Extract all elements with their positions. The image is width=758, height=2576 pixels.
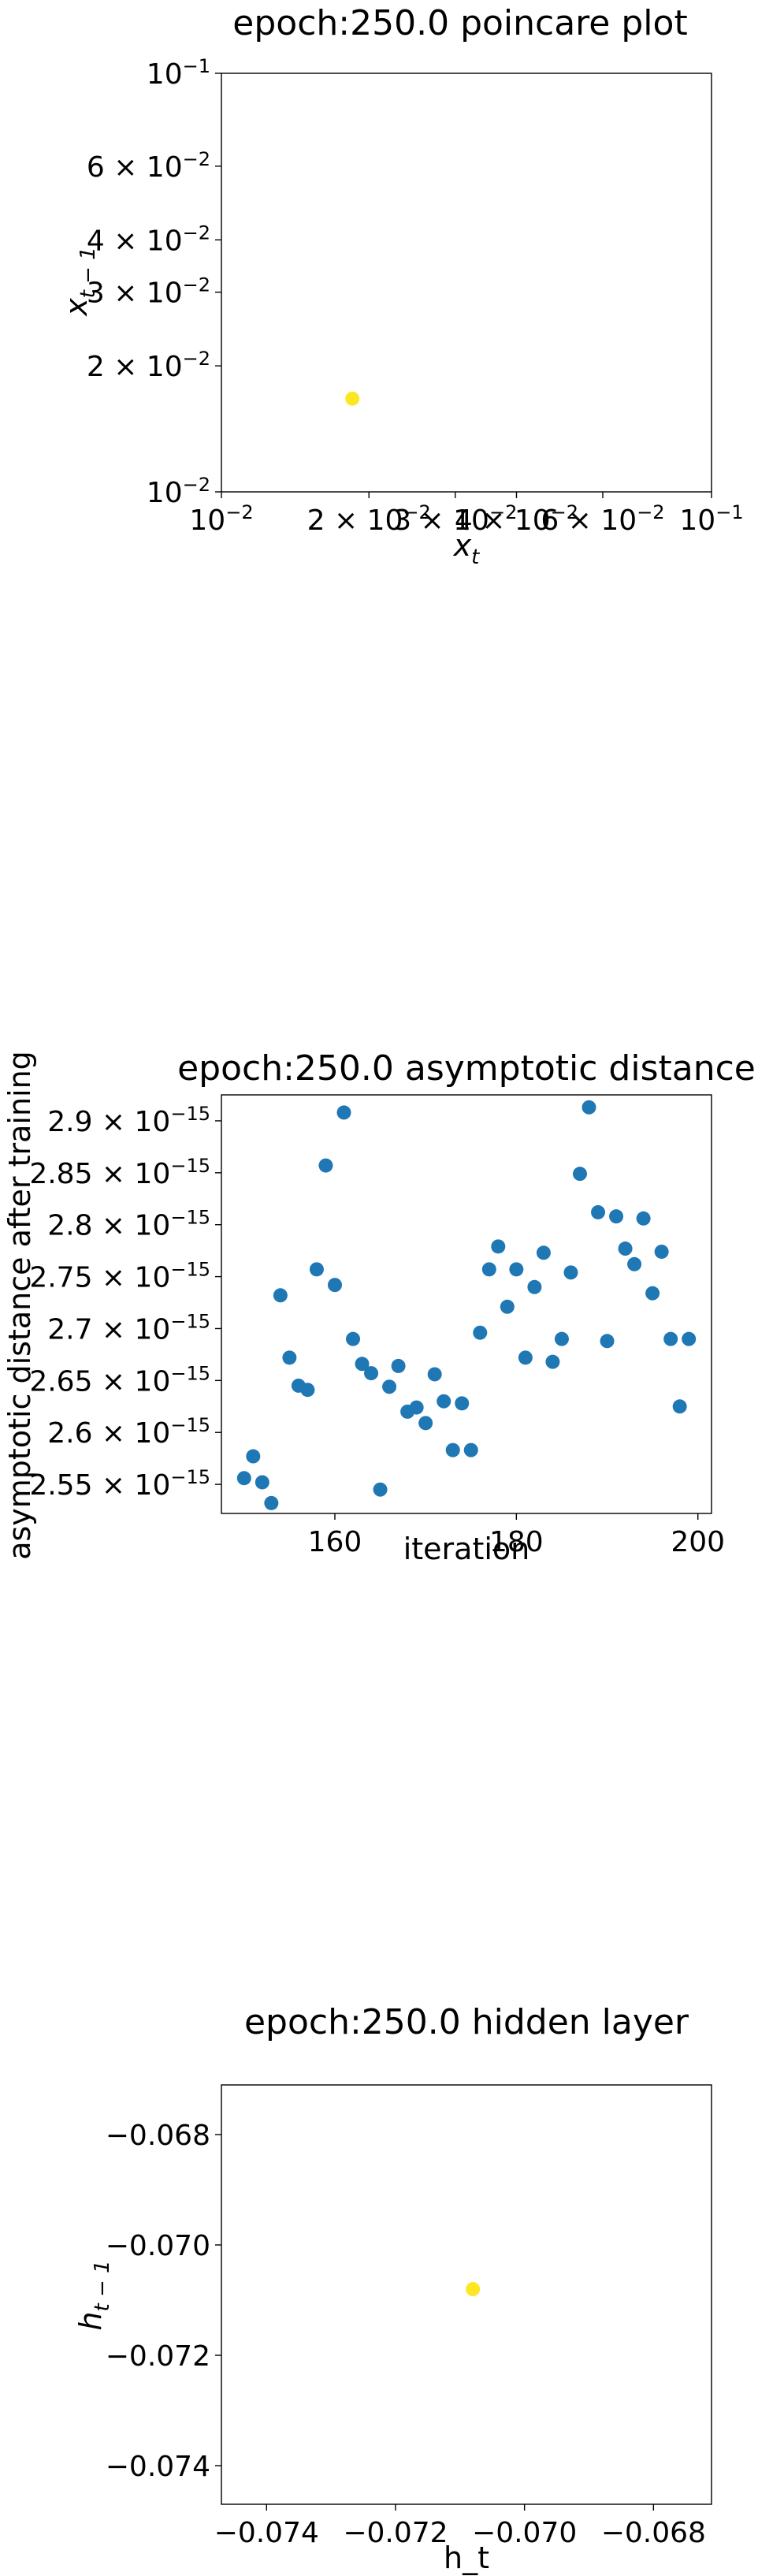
x-tick-label: 180 (489, 1526, 544, 1558)
scatter-point (572, 1167, 587, 1182)
scatter-point (236, 1471, 251, 1486)
y-tick-label: 2.6 × 10−15 (47, 1414, 210, 1450)
y-tick-label: 2 × 10−2 (87, 348, 210, 383)
scatter-point (318, 1158, 333, 1173)
scatter-point (600, 1334, 615, 1349)
poincare-plot-title: epoch:250.0 poincare plot (232, 3, 687, 43)
x-tick-label: −0.072 (343, 2517, 448, 2549)
scatter-point (682, 1331, 697, 1346)
scatter-point (563, 1265, 578, 1280)
asymptotic-distance-title: epoch:250.0 asymptotic distance (177, 1048, 756, 1089)
scatter-point (445, 1442, 460, 1457)
y-tick-label: 3 × 10−2 (87, 274, 210, 310)
scatter-point (336, 1105, 351, 1120)
hidden-layer-xlabel: h_t (444, 2541, 489, 2575)
scatter-point (609, 1209, 624, 1224)
scatter-point (437, 1394, 451, 1409)
poincare-plot-ylabel: xt − 1 (59, 247, 100, 317)
scatter-point (309, 1262, 324, 1277)
scatter-point (500, 1299, 515, 1314)
scatter-point (618, 1241, 633, 1256)
y-tick-label: 2.9 × 10−15 (47, 1103, 210, 1138)
x-tick-label: 160 (308, 1526, 362, 1558)
scatter-point (373, 1482, 388, 1497)
hidden-layer-ylabel: ht − 1 (73, 2260, 114, 2330)
x-tick-label: −0.074 (214, 2517, 319, 2549)
scatter-point (554, 1331, 569, 1346)
x-tick-label: 200 (671, 1526, 725, 1558)
scatter-point (255, 1475, 269, 1490)
x-tick-label: 3 × 10−2 (393, 501, 517, 537)
asymptotic-distance-chart: epoch:250.0 asymptotic distance 2.55 × 1… (2, 1048, 756, 1566)
asymptotic-distance-frame (221, 1094, 712, 1514)
x-tick-label: −0.070 (472, 2517, 577, 2549)
asymptotic-distance-ylabel: asymptotic distance after training (2, 1051, 37, 1560)
y-tick-label: 10−1 (147, 55, 210, 91)
y-tick-label: 2.75 × 10−15 (29, 1259, 210, 1294)
y-tick-label: −0.074 (106, 2451, 210, 2483)
y-tick-label: 4 × 10−2 (87, 221, 210, 257)
hidden-layer-frame (221, 2084, 712, 2505)
scatter-point (427, 1367, 442, 1382)
scatter-point (518, 1350, 533, 1365)
poincare-plot-xlabel: xt (453, 528, 481, 569)
scatter-point (264, 1495, 279, 1510)
x-tick-label: 10−1 (679, 501, 743, 537)
y-tick-label: 2.85 × 10−15 (29, 1155, 210, 1190)
scatter-point (391, 1358, 406, 1373)
y-tick-label: −0.068 (106, 2120, 210, 2152)
y-tick-label: −0.072 (106, 2340, 210, 2373)
y-tick-label: −0.070 (106, 2230, 210, 2262)
poincare-plot-chart: epoch:250.0 poincare plot 10−22 × 10−23 … (59, 3, 744, 569)
scatter-point (327, 1278, 342, 1293)
scatter-point (591, 1204, 606, 1219)
x-tick-label: 2 × 10−2 (307, 501, 431, 537)
scatter-point (418, 1416, 433, 1431)
scatter-point (463, 1442, 478, 1457)
y-tick-label: 6 × 10−2 (87, 148, 210, 184)
scatter-point (346, 1331, 361, 1346)
scatter-point (300, 1383, 315, 1398)
hidden-layer-chart: epoch:250.0 hidden layer −0.074 −0.072 −0.… (73, 2002, 712, 2575)
scatter-point (345, 391, 360, 406)
scatter-point (355, 1357, 370, 1372)
y-tick-label: 2.55 × 10−15 (29, 1466, 210, 1502)
scatter-point (582, 1100, 596, 1115)
scatter-point (672, 1399, 687, 1414)
y-tick-label: 10−2 (147, 474, 210, 509)
scatter-point (663, 1331, 678, 1346)
y-tick-label: 2.8 × 10−15 (47, 1207, 210, 1242)
scatter-point (536, 1245, 551, 1260)
y-tick-label: 2.65 × 10−15 (29, 1362, 210, 1398)
scatter-point (273, 1288, 288, 1303)
poincare-plot-frame (221, 73, 712, 493)
y-tick-label: 2.7 × 10−15 (47, 1310, 210, 1346)
hidden-layer-title: epoch:250.0 hidden layer (244, 2002, 689, 2042)
scatter-point (364, 1366, 379, 1381)
scatter-point (636, 1211, 651, 1226)
scatter-point (455, 1396, 470, 1411)
scatter-point (654, 1244, 669, 1259)
scatter-point (409, 1400, 424, 1415)
scatter-point (545, 1354, 560, 1369)
scatter-point (527, 1279, 542, 1294)
scatter-point (466, 2282, 481, 2296)
scatter-point (282, 1350, 297, 1365)
x-tick-label: −0.068 (601, 2517, 706, 2549)
scatter-point (509, 1262, 524, 1277)
scatter-point (627, 1256, 642, 1271)
scatter-point (473, 1325, 488, 1340)
x-tick-label: 10−2 (189, 501, 253, 537)
asymptotic-distance-xlabel: iteration (403, 1532, 530, 1566)
scatter-point (246, 1449, 261, 1464)
scatter-point (382, 1379, 397, 1394)
scatter-point (491, 1239, 506, 1254)
x-tick-label: 4 × 10−2 (455, 501, 578, 537)
x-tick-label: 6 × 10−2 (541, 501, 664, 537)
scatter-point (645, 1286, 660, 1301)
scatter-point (481, 1262, 496, 1277)
